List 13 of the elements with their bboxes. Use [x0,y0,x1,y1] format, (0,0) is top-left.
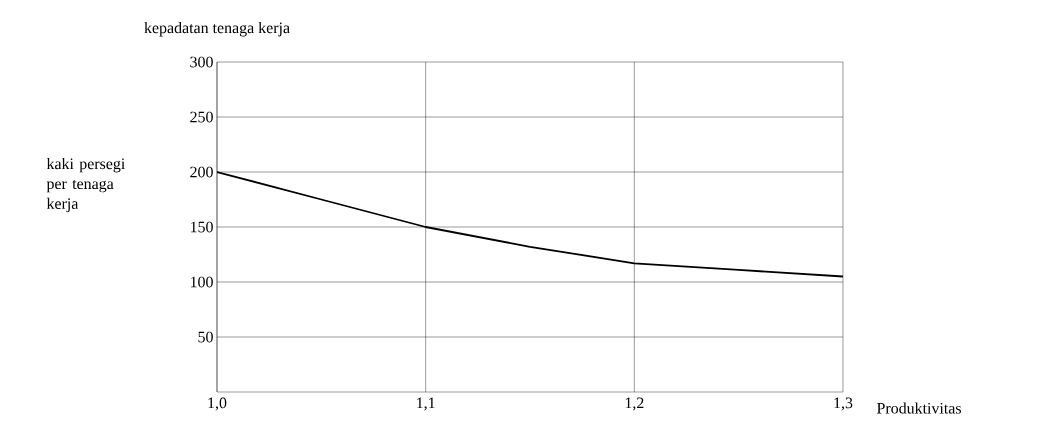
y-axis-title: kaki persegi per tenaga kerja [46,157,125,213]
x-tick-label: 1,2 [625,397,644,411]
x-tick-label: 1,1 [417,397,435,411]
y-tick-label: 250 [190,111,213,123]
y-tick-label: 100 [190,276,213,288]
x-axis-title: Produktivitas [876,402,961,414]
x-tick-label: 1,0 [208,397,227,411]
y-tick-label: 50 [198,331,213,343]
chart-title: kepadatan tenaga kerja [144,22,290,37]
y-tick-label: 150 [190,221,213,233]
x-tick-label: 1,3 [834,397,853,411]
y-tick-label: 300 [190,56,213,68]
y-tick-label: 200 [190,166,213,178]
